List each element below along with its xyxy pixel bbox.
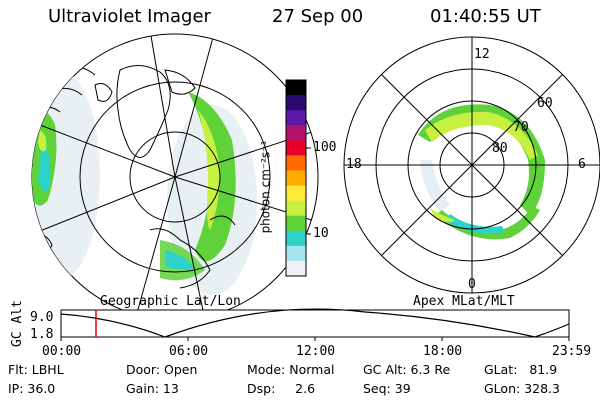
colorbar-swatch (286, 185, 306, 202)
status-seq: Seq: 39 (363, 381, 411, 396)
time-tick-0600: 06:00 (169, 344, 209, 359)
altitude-plot (60, 308, 570, 341)
altitude-ylabel: GC Alt (9, 300, 25, 347)
colorbar-swatch (286, 230, 306, 247)
instrument-title: Ultraviolet Imager (48, 6, 211, 27)
time-tick-1200: 12:00 (296, 344, 336, 359)
mlat-label-60: 60 (537, 96, 553, 111)
colorbar-swatch (286, 245, 306, 262)
status-glat: GLat: 81.9 (484, 362, 558, 377)
time-label: 01:40:55 UT (430, 6, 541, 27)
geographic-image-panel (31, 33, 319, 321)
status-ip: IP: 36.0 (8, 381, 56, 396)
mlat-label-70: 70 (513, 120, 529, 135)
mlt-label-6: 6 (578, 157, 586, 172)
altitude-tick-9: 9.0 (30, 310, 54, 325)
colorbar-tick-100: 100 (313, 140, 337, 155)
colorbar-swatch (286, 140, 306, 156)
mlt-label-0: 0 (468, 277, 476, 292)
colorbar-swatch (286, 215, 306, 232)
colorbar-swatch (286, 155, 306, 171)
mlt-label-18: 18 (346, 157, 362, 172)
time-tick-1800: 18:00 (423, 344, 463, 359)
colorbar-swatch (286, 95, 306, 111)
colorbar-swatch (286, 110, 306, 126)
mlt-label-12: 12 (474, 47, 490, 62)
status-gain: Gain: 13 (126, 381, 179, 396)
apex-panel-label: Apex MLat/MLT (413, 294, 515, 309)
mlat-label-80: 80 (492, 141, 508, 156)
time-tick-2359: 23:59 (552, 344, 592, 359)
colorbar-tick-10: 10 (313, 226, 329, 241)
geographic-panel-label: Geographic Lat/Lon (100, 294, 241, 309)
status-door: Door: Open (126, 362, 198, 377)
time-tick-0000: 00:00 (42, 344, 82, 359)
colorbar-swatch (286, 125, 306, 141)
status-dsp: Dsp: 2.6 (247, 381, 316, 396)
colorbar-swatch (286, 260, 306, 277)
altitude-curve (60, 308, 570, 338)
status-mode: Mode: Normal (247, 362, 335, 377)
apex-image-panel (343, 36, 600, 294)
colorbar-swatch (286, 200, 306, 217)
colorbar-swatch (286, 80, 306, 96)
status-gc-alt: GC Alt: 6.3 Re (363, 362, 451, 377)
altitude-tick-1-8: 1.8 (30, 327, 54, 342)
status-flt: Flt: LBHL (8, 362, 64, 377)
colorbar-unit-label: photon cm⁻²s⁻¹ (258, 140, 273, 234)
date-label: 27 Sep 00 (272, 6, 364, 27)
status-glon: GLon: 328.3 (484, 381, 560, 396)
colorbar-swatch (286, 170, 306, 187)
colorbar (285, 79, 311, 277)
